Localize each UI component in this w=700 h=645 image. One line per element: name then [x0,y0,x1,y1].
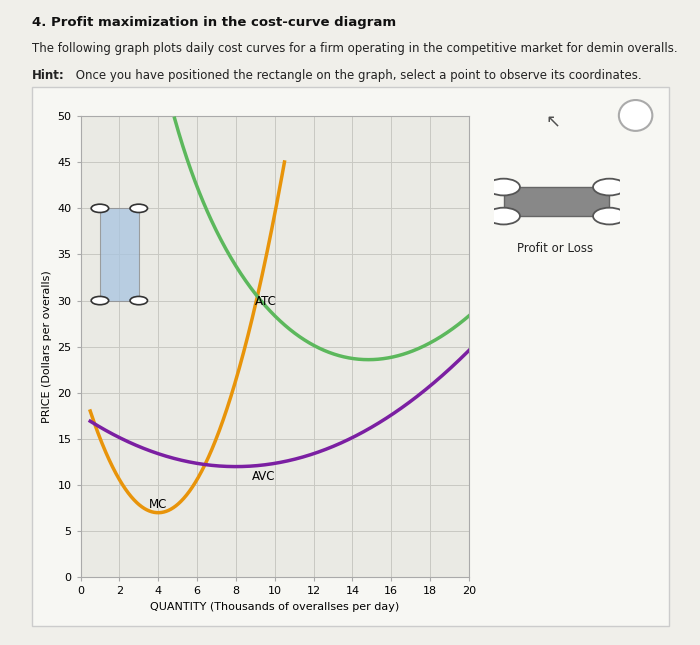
Circle shape [593,208,626,224]
Text: MC: MC [148,498,167,511]
Text: Profit or Loss: Profit or Loss [517,242,593,255]
X-axis label: QUANTITY (Thousands of overallses per day): QUANTITY (Thousands of overallses per da… [150,602,400,612]
Circle shape [130,204,148,212]
Circle shape [91,204,108,212]
Circle shape [91,297,108,304]
Circle shape [593,179,626,195]
Text: ATC: ATC [256,295,277,308]
Text: ?: ? [631,108,640,123]
Text: Hint:: Hint: [32,69,64,82]
Circle shape [619,100,652,131]
Circle shape [487,179,520,195]
Circle shape [487,208,520,224]
Text: The following graph plots daily cost curves for a firm operating in the competit: The following graph plots daily cost cur… [32,42,677,55]
Circle shape [130,297,148,304]
Bar [503,187,610,216]
Text: AVC: AVC [251,470,275,484]
Text: ↖: ↖ [545,114,561,132]
Y-axis label: PRICE (Dollars per overalls): PRICE (Dollars per overalls) [42,270,52,423]
Text: 4. Profit maximization in the cost-curve diagram: 4. Profit maximization in the cost-curve… [32,16,395,29]
Bar [100,208,139,301]
Text: Once you have positioned the rectangle on the graph, select a point to observe i: Once you have positioned the rectangle o… [72,69,642,82]
